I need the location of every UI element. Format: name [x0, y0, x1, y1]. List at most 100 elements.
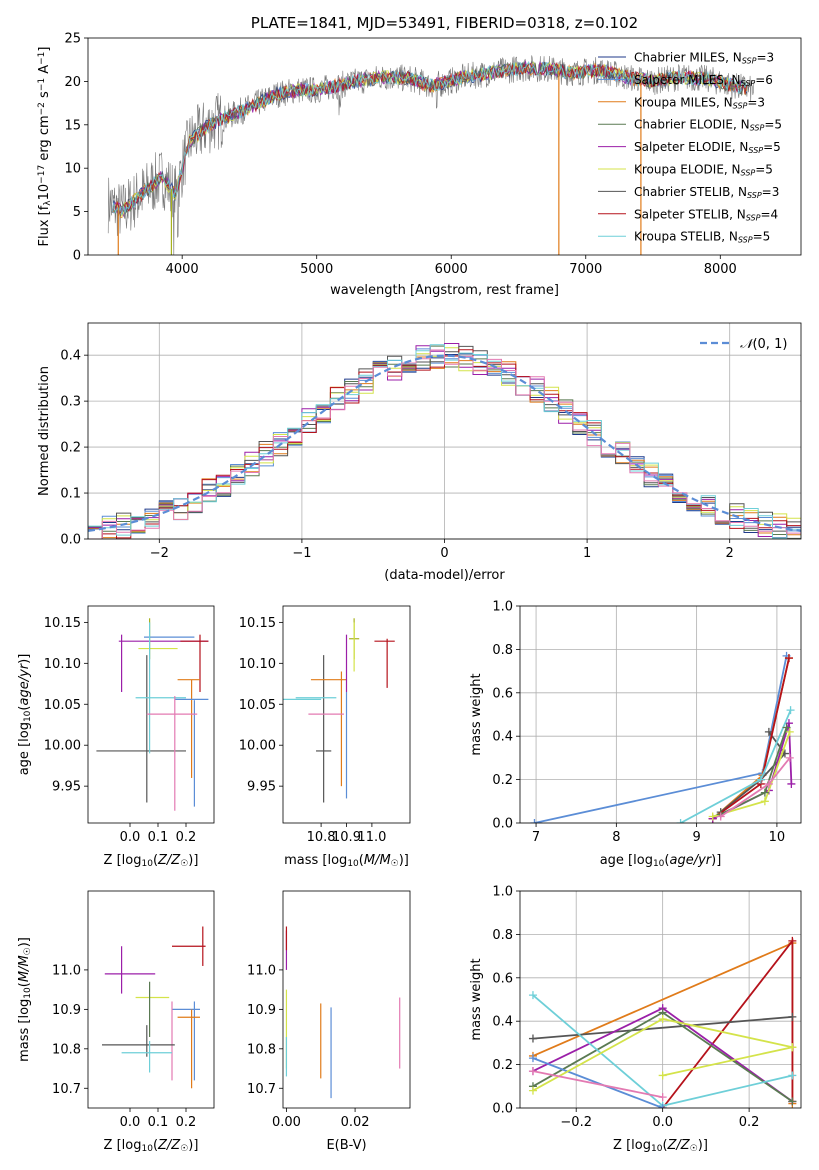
tick-label-x: 0: [440, 546, 448, 561]
weight-series: [532, 1070, 663, 1099]
weight-marker: [784, 654, 793, 663]
label-part: (: [17, 982, 32, 987]
weight-marker: [676, 819, 685, 823]
panel-spectrum: 4000 5000 6000 7000 8000 0 5 10 15 20 25 PLATE=1841…: [37, 14, 802, 298]
label-part: (: [359, 853, 364, 868]
axes-frame: [87, 37, 802, 256]
label-part: 10: [653, 859, 665, 869]
label-part: age/yr: [17, 662, 32, 705]
x-axis-label: Z [log10(Z/Z☉)]: [104, 1138, 199, 1154]
label-part: λ: [43, 200, 53, 206]
plot-area: [285, 926, 401, 1099]
tick-label-x: 8: [612, 830, 620, 845]
tick-label-x: 7: [532, 830, 540, 845]
legend-sub: SSP: [733, 101, 748, 110]
weight-marker: [756, 775, 765, 784]
weight-marker: [528, 991, 537, 1000]
weight-marker: [784, 719, 793, 728]
label-part: )]: [399, 853, 409, 868]
label-part: erg cm: [37, 115, 52, 164]
legend-entry: Chabrier MILES, NSSP=3: [634, 51, 774, 66]
legend-value: =5: [753, 230, 771, 244]
label-part: age/yr: [669, 853, 712, 868]
plot-area: [528, 936, 797, 1108]
y-axis-label: Flux [fλ10−17 erg cm−2 s−1 A−1]: [37, 47, 53, 247]
label-part: (: [17, 706, 32, 711]
tick-label-x: 7000: [569, 262, 602, 277]
axes-frame: [87, 322, 802, 540]
model-spectrum: [111, 61, 748, 216]
weight-marker: [760, 788, 769, 797]
x-axis-label: E(B-V): [326, 1138, 366, 1153]
label-part: (: [664, 853, 669, 868]
legend-entry: Kroupa MILES, NSSP=3: [634, 95, 765, 110]
weight-marker: [787, 779, 796, 788]
weight-series: [662, 1046, 793, 1077]
legend-entry: Salpeter ELODIE, NSSP=5: [634, 140, 781, 155]
label-part: )]: [188, 853, 198, 868]
weight-marker: [788, 936, 797, 945]
axes-frame: [87, 605, 215, 824]
tick-label-y: 11.0: [247, 963, 276, 978]
label-part: Z [log: [104, 1138, 142, 1153]
tick-label-y: 10.7: [52, 1082, 81, 1097]
plot-area: [283, 618, 395, 803]
tick-label-x: 0.02: [341, 1115, 370, 1130]
legend-value: =5: [763, 140, 781, 154]
weight-marker: [708, 812, 717, 821]
label-part: (: [153, 853, 158, 868]
label-part: M/M: [364, 853, 391, 868]
weight-marker: [788, 1071, 797, 1080]
label-part: −2: [37, 102, 47, 115]
tick-label-y: 9.95: [247, 780, 276, 795]
axes-frame: [282, 890, 411, 1109]
legend-sub: SSP: [747, 191, 762, 200]
tick-label-y: 0.6: [492, 686, 513, 701]
tick-label-y: 0.8: [492, 928, 513, 943]
tick-label-x: 0.2: [739, 1115, 760, 1130]
tick-label-x: 0.2: [176, 1115, 197, 1130]
legend-sub: SSP: [738, 236, 753, 245]
label-part: age [log: [600, 853, 653, 868]
x-axis-label: Z [log10(Z/Z☉)]: [613, 1138, 708, 1154]
legend-value: =3: [762, 185, 780, 199]
label-part: A: [37, 65, 52, 78]
legend-text: Chabrier STELIB, N: [634, 185, 747, 199]
x-axis-label: age [log10(age/yr)]: [600, 853, 722, 869]
weight-marker: [530, 819, 539, 823]
weight-marker: [528, 1054, 537, 1063]
legend-entry: Salpeter MILES, NSSP=6: [634, 73, 773, 88]
label-part: mass [log: [17, 999, 32, 1062]
normal-curve: [88, 354, 801, 532]
weight-marker: [658, 1071, 667, 1080]
label-part: 10: [651, 1144, 663, 1154]
tick-label-y: 0.8: [492, 643, 513, 658]
legend-text: (0, 1): [752, 337, 787, 352]
x-axis-label: Z [log10(Z/Z☉)]: [104, 853, 199, 869]
panel-histogram: −2 −1 0 1 2 0.0 0.1 0.2 0.3 0.4 (data-model)/error…: [37, 322, 802, 583]
legend-sub: SSP: [741, 79, 756, 88]
legend-value: =4: [760, 207, 778, 221]
label-part: mass weight: [469, 673, 484, 755]
label-part: )]: [711, 853, 721, 868]
tick-label-y: 10.15: [44, 616, 81, 631]
weight-marker: [782, 723, 791, 732]
tick-label-y: 20: [64, 75, 81, 90]
label-part: −1: [37, 78, 47, 91]
plot-area: [96, 618, 209, 811]
legend-value: =3: [747, 95, 765, 109]
legend-text: Kroupa MILES, N: [634, 95, 733, 109]
tick-label-x: 6000: [435, 262, 468, 277]
plot-area: [530, 651, 796, 823]
tick-label-y: 10.9: [247, 1003, 276, 1018]
tick-label-y: 0.0: [492, 817, 513, 832]
axes-frame: [282, 605, 411, 824]
tick-label-y: 10.00: [44, 739, 81, 754]
plot-area: [102, 926, 206, 1089]
weight-marker: [528, 1034, 537, 1043]
legend-entry: Chabrier ELODIE, NSSP=5: [634, 118, 782, 133]
weight-series: [532, 1016, 793, 1040]
